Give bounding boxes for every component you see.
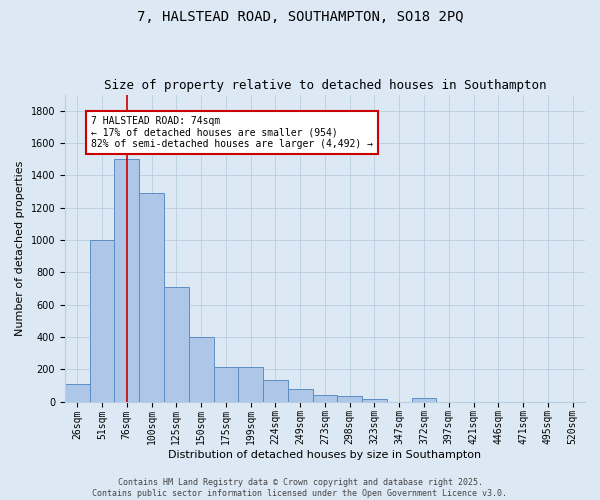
Bar bbox=[89, 240, 115, 402]
Bar bbox=[115, 159, 139, 402]
Bar bbox=[189, 337, 214, 402]
Y-axis label: Number of detached properties: Number of detached properties bbox=[15, 160, 25, 336]
Bar bbox=[288, 390, 313, 402]
Bar bbox=[362, 399, 387, 402]
Bar bbox=[65, 384, 89, 402]
Bar bbox=[139, 193, 164, 402]
Bar bbox=[337, 396, 362, 402]
Bar bbox=[313, 395, 337, 402]
Bar bbox=[164, 287, 189, 402]
Text: 7 HALSTEAD ROAD: 74sqm
← 17% of detached houses are smaller (954)
82% of semi-de: 7 HALSTEAD ROAD: 74sqm ← 17% of detached… bbox=[91, 116, 373, 149]
Bar bbox=[263, 380, 288, 402]
Text: Contains HM Land Registry data © Crown copyright and database right 2025.
Contai: Contains HM Land Registry data © Crown c… bbox=[92, 478, 508, 498]
Bar bbox=[214, 367, 238, 402]
Title: Size of property relative to detached houses in Southampton: Size of property relative to detached ho… bbox=[104, 79, 546, 92]
Bar bbox=[412, 398, 436, 402]
Text: 7, HALSTEAD ROAD, SOUTHAMPTON, SO18 2PQ: 7, HALSTEAD ROAD, SOUTHAMPTON, SO18 2PQ bbox=[137, 10, 463, 24]
Bar bbox=[238, 367, 263, 402]
X-axis label: Distribution of detached houses by size in Southampton: Distribution of detached houses by size … bbox=[169, 450, 482, 460]
